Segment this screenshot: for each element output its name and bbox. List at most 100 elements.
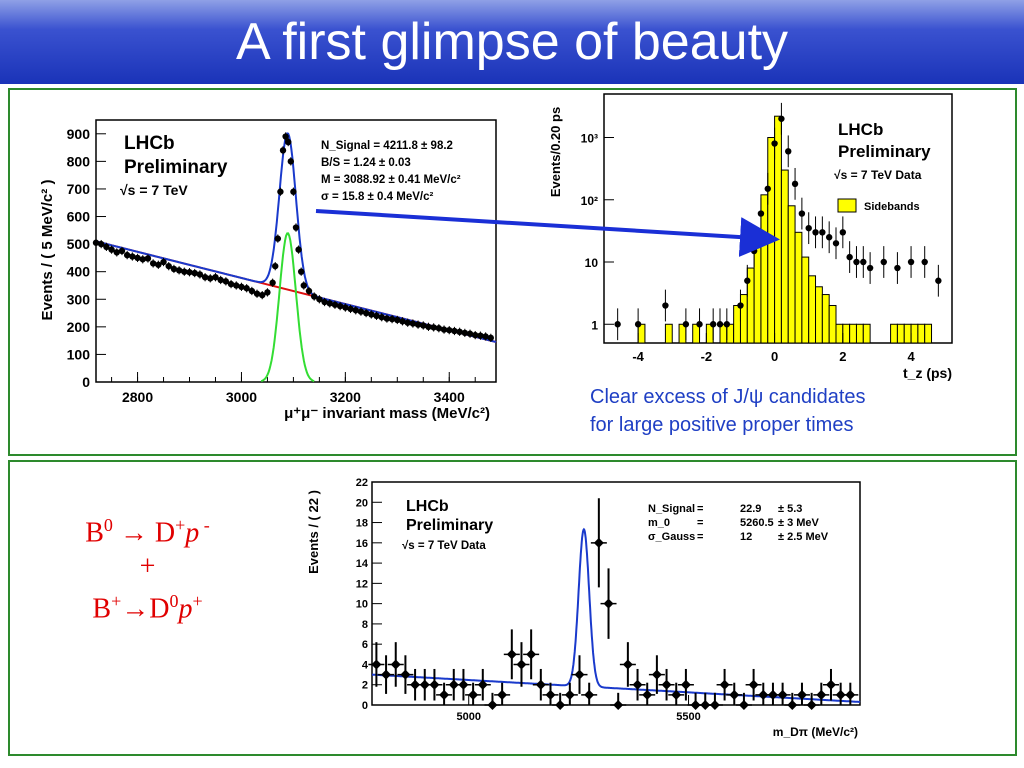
data-point — [305, 287, 313, 295]
data-point — [700, 700, 711, 710]
data-point — [399, 318, 406, 325]
data-point — [248, 287, 256, 295]
y-tick-label: 4 — [362, 659, 369, 671]
data-point — [404, 319, 411, 326]
data-point — [729, 689, 740, 700]
data-point — [292, 224, 300, 231]
data-point — [845, 689, 856, 700]
x-tick-label: -2 — [701, 349, 713, 364]
experiment-label: LHCb — [124, 133, 175, 154]
decay-line-2: B+→D0p+ — [92, 591, 203, 625]
y-tick-label: 100 — [67, 346, 91, 362]
x-tick-label: 4 — [907, 349, 915, 364]
y-tick-label: 8 — [362, 619, 368, 631]
data-point — [264, 289, 271, 296]
data-point — [139, 256, 146, 263]
x-tick-label: 5000 — [456, 711, 480, 723]
data-point — [682, 321, 690, 328]
data-point — [123, 251, 131, 259]
y-tick-label: 10³ — [581, 132, 598, 146]
data-point — [846, 253, 853, 261]
data-point — [400, 669, 411, 680]
data-point — [108, 246, 115, 253]
data-point — [155, 261, 162, 268]
data-point — [144, 255, 152, 262]
data-point — [274, 235, 282, 242]
data-point — [825, 679, 836, 690]
energy-label: √s = 7 TeV — [120, 182, 188, 198]
fit-result-cell: = — [697, 531, 703, 543]
data-point — [771, 140, 778, 147]
y-tick-label: 10 — [356, 599, 368, 611]
decay-line-1: B0 → D+p - — [85, 515, 210, 549]
data-point — [331, 301, 339, 308]
y-tick-label: 18 — [356, 518, 368, 530]
data-point — [435, 325, 443, 332]
data-point — [832, 240, 840, 247]
data-point — [461, 329, 469, 337]
fit-result-cell: ± 5.3 — [778, 503, 802, 515]
data-point — [860, 258, 867, 266]
data-point — [191, 269, 198, 277]
data-point — [336, 302, 344, 310]
y-tick-label: 0 — [82, 374, 90, 390]
caption-line-1: Clear excess of J/ψ candidates — [590, 386, 866, 408]
data-point — [414, 321, 422, 328]
data-point — [378, 313, 385, 321]
y-tick-label: 10² — [581, 194, 598, 208]
data-point — [92, 239, 100, 246]
data-point — [368, 311, 375, 318]
data-point — [545, 689, 556, 700]
x-tick-label: 2 — [839, 349, 846, 364]
data-point — [394, 316, 401, 324]
data-point — [798, 210, 806, 217]
data-point — [680, 679, 691, 690]
data-point — [880, 258, 887, 266]
y-tick-label: 600 — [67, 209, 91, 225]
data-point — [233, 282, 240, 289]
data-point — [935, 277, 942, 284]
data-point — [466, 330, 474, 337]
data-point — [285, 138, 292, 146]
y-tick-label: 0 — [362, 700, 368, 712]
data-point — [805, 224, 812, 232]
data-point — [420, 322, 427, 329]
data-point — [388, 315, 396, 323]
data-point — [487, 700, 498, 710]
data-point — [238, 283, 245, 291]
data-point — [497, 689, 508, 700]
title-bar — [0, 0, 1024, 84]
data-point — [259, 291, 266, 299]
data-point — [269, 279, 276, 286]
data-point — [894, 264, 901, 272]
data-point — [207, 275, 214, 282]
data-point — [806, 700, 817, 710]
status-label: Preliminary — [406, 517, 493, 534]
data-point — [614, 321, 621, 328]
data-point — [671, 689, 682, 700]
sideband-bar — [924, 323, 933, 344]
data-point — [222, 278, 230, 285]
x-tick-label: -4 — [632, 349, 644, 364]
y-tick-label: 20 — [356, 497, 368, 509]
decay-plus: + — [139, 551, 156, 583]
data-point — [439, 689, 450, 700]
y-axis-label: Events / ( 22 ) — [306, 490, 321, 574]
data-point — [737, 302, 744, 309]
data-point — [300, 282, 307, 289]
data-point — [149, 260, 157, 267]
data-point — [907, 258, 915, 266]
data-point — [709, 321, 717, 328]
data-point — [584, 689, 595, 700]
x-tick-label: 2800 — [122, 389, 153, 405]
decay-channels: B0 → D+p - + B+→D0p+ — [40, 508, 255, 627]
y-tick-label: 1 — [591, 318, 598, 332]
fit-result-cell: N_Signal — [648, 503, 695, 515]
data-point — [227, 280, 235, 288]
data-point — [738, 700, 749, 710]
x-axis-label: t_z (ps) — [903, 365, 952, 381]
data-point — [719, 679, 730, 690]
caption-line-2: for large positive proper times — [590, 414, 854, 436]
data-point — [212, 274, 219, 281]
